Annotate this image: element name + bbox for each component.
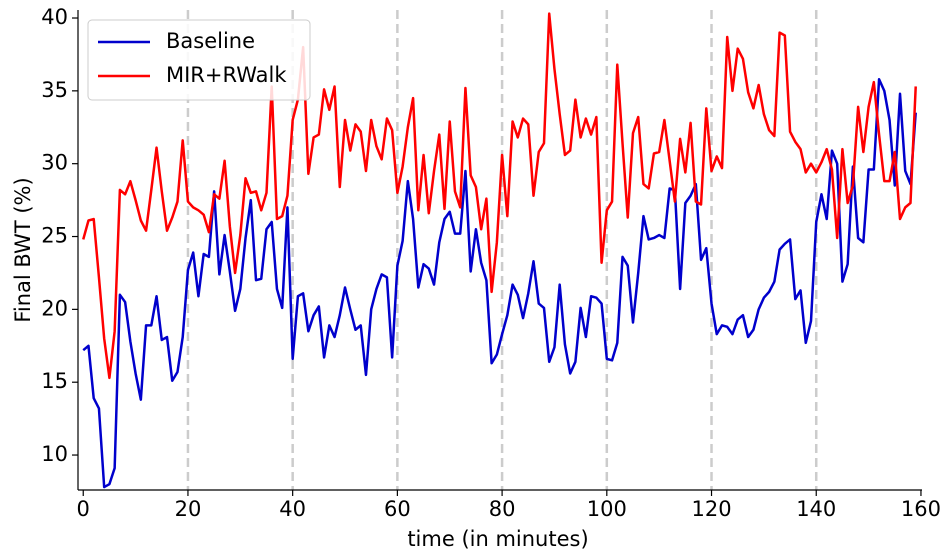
y-tick-label: 30 [41,151,68,175]
x-tick-label: 0 [77,497,90,521]
y-tick-label: 35 [41,78,68,102]
x-tick-label: 120 [691,497,731,521]
x-tick-label: 160 [901,497,941,521]
x-tick-label: 140 [796,497,836,521]
series-line [82,12,917,380]
legend: Baseline MIR+RWalk [87,19,311,101]
x-tick-label: 60 [384,497,411,521]
y-tick-label: 10 [41,442,68,466]
legend-label: Baseline [166,29,255,53]
x-tick-label: 100 [587,497,627,521]
x-tick-label: 80 [489,497,516,521]
y-tick-label: 40 [41,5,68,29]
y-tick-label: 25 [41,224,68,248]
x-tick-label: 20 [175,497,202,521]
y-tick-label: 15 [41,369,68,393]
y-tick-label: 20 [41,296,68,320]
y-axis-label: Final BWT (%) [11,177,35,322]
x-tick-label: 40 [279,497,306,521]
legend-label: MIR+RWalk [166,63,287,87]
x-axis-label: time (in minutes) [407,527,588,551]
legend-box [87,19,311,101]
series-line [82,77,917,489]
